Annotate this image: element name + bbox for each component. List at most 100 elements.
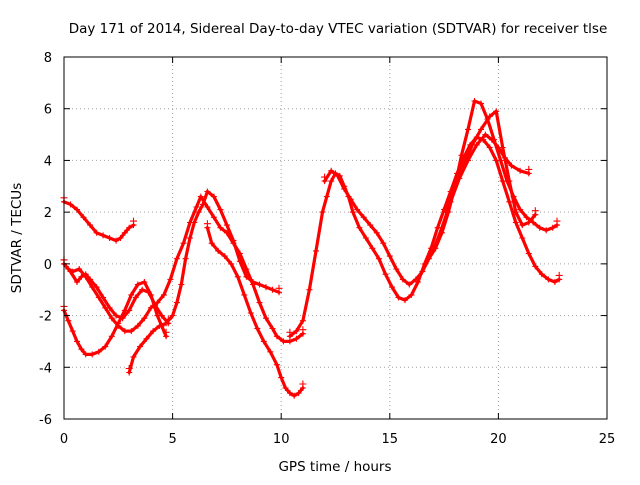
data-point	[150, 328, 157, 335]
data-point	[506, 198, 513, 205]
data-point	[95, 348, 102, 355]
series-line	[205, 226, 305, 398]
series-line	[431, 133, 531, 253]
data-point	[517, 206, 524, 213]
data-point	[243, 273, 250, 280]
data-point	[210, 214, 217, 221]
data-point	[471, 98, 478, 104]
data-point	[395, 294, 402, 301]
data-point	[89, 284, 96, 291]
data-point	[362, 235, 369, 241]
data-point	[478, 100, 484, 107]
data-point	[386, 253, 393, 260]
data-point	[193, 204, 200, 210]
data-point	[291, 392, 298, 399]
data-point	[173, 255, 180, 262]
data-point	[169, 312, 176, 319]
data-point	[108, 315, 115, 322]
y-tick-label: 4	[44, 154, 52, 169]
data-point	[106, 235, 113, 241]
data-point	[286, 390, 293, 397]
data-point	[121, 229, 128, 236]
data-point	[349, 209, 356, 216]
data-point	[215, 247, 222, 254]
data-point	[508, 162, 515, 169]
data-point-end	[429, 243, 437, 251]
data-point	[543, 227, 550, 234]
data-point-end	[125, 365, 133, 372]
data-point	[128, 291, 135, 298]
data-point-end	[162, 328, 170, 336]
data-point	[100, 232, 107, 239]
data-point	[76, 266, 83, 272]
axis-ticks: 0 5 10 15 20 25 -6 -4 -2 0 2 4 6 8	[39, 51, 615, 447]
x-tick-label: 25	[599, 432, 616, 447]
data-point	[241, 291, 248, 298]
x-tick-label: 0	[60, 432, 68, 447]
y-tick-label: 8	[44, 51, 52, 66]
data-point	[328, 167, 335, 174]
data-point	[551, 279, 558, 285]
data-point	[380, 240, 387, 247]
data-point	[549, 224, 556, 231]
data-point	[254, 325, 261, 332]
data-point	[115, 322, 122, 329]
data-point	[65, 317, 72, 324]
data-point	[137, 343, 143, 350]
series-line	[288, 135, 561, 338]
data-point	[117, 235, 124, 241]
y-tick-label: -6	[39, 413, 52, 428]
data-point	[69, 268, 76, 275]
data-point	[78, 346, 85, 353]
data-point	[210, 193, 217, 200]
data-point	[108, 333, 115, 340]
data-point	[278, 374, 285, 381]
data-point	[273, 333, 280, 340]
y-tick-label: 0	[44, 258, 52, 273]
data-point	[497, 157, 504, 164]
data-point	[178, 281, 185, 288]
data-point	[269, 325, 276, 332]
data-point	[523, 214, 530, 221]
data-point	[102, 343, 109, 350]
data-point	[95, 294, 102, 301]
data-point	[375, 255, 382, 262]
data-point-end	[553, 217, 561, 225]
data-point	[478, 126, 484, 133]
data-point	[195, 209, 202, 216]
series-s2	[60, 279, 170, 358]
data-point	[267, 348, 274, 355]
data-point	[273, 361, 280, 368]
data-point	[74, 206, 80, 213]
y-axis-label: SDTVAR / TECUs	[9, 183, 25, 293]
data-point	[286, 338, 293, 345]
x-axis-label: GPS time / hours	[278, 459, 391, 475]
series-s8	[321, 98, 561, 288]
data-point	[406, 281, 413, 288]
data-point-end	[321, 173, 329, 181]
data-point	[87, 222, 94, 229]
series-s9	[429, 131, 533, 254]
data-point	[256, 281, 263, 288]
data-point	[93, 229, 100, 236]
data-point	[67, 201, 74, 208]
data-point	[323, 193, 330, 200]
data-point-end	[275, 284, 283, 292]
y-tick-label: 2	[44, 206, 52, 221]
data-point-end	[531, 207, 539, 215]
data-point-end	[555, 271, 563, 279]
data-layer	[60, 98, 563, 399]
data-point	[74, 279, 80, 285]
data-point	[126, 307, 133, 314]
data-point	[89, 351, 96, 358]
data-point	[482, 131, 489, 138]
data-point	[425, 255, 432, 262]
data-point	[158, 312, 165, 319]
data-point	[143, 335, 150, 342]
data-point	[306, 286, 313, 293]
data-point	[282, 385, 289, 391]
data-point	[160, 291, 167, 298]
data-point	[256, 299, 263, 306]
data-point	[458, 152, 465, 159]
